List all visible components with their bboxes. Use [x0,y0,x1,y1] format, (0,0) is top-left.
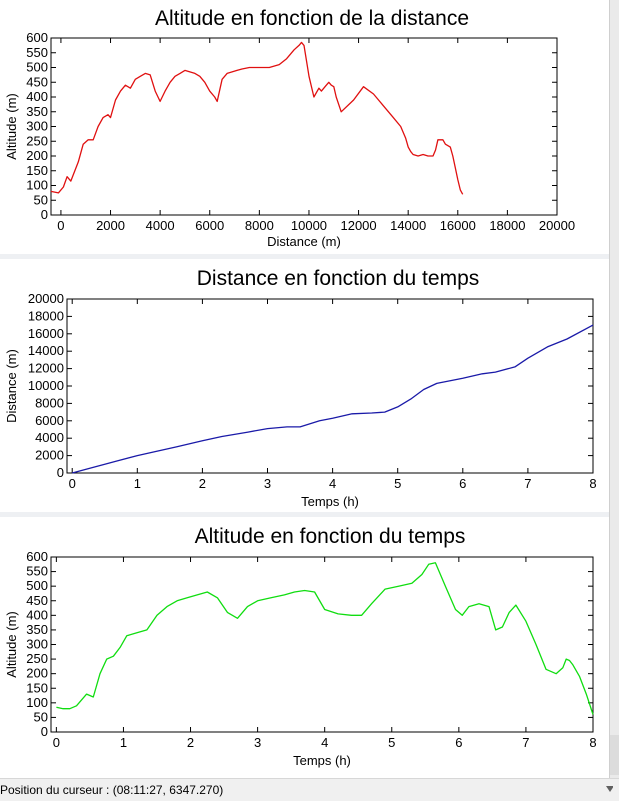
y-tick-label: 10000 [28,378,64,393]
y-tick-label: 12000 [28,361,64,376]
y-axis-label: Altitude (m) [4,93,19,159]
cursor-position-label: Position du curseur : [0,783,110,797]
x-tick-label: 10000 [291,218,327,233]
y-tick-label: 500 [26,578,48,593]
series-line [56,562,594,715]
y-tick-label: 0 [41,724,48,739]
y-tick-label: 250 [26,133,48,148]
chart-title: Altitude en fonction de la distance [155,7,469,30]
x-tick-label: 6000 [195,218,224,233]
y-tick-label: 14000 [28,343,64,358]
x-tick-label: 12000 [340,218,376,233]
scrollbar-thumb[interactable] [610,735,619,775]
plot-window: Altitude en fonction de la distance 0 2000… [0,0,609,778]
panel-separator [0,254,609,259]
y-tick-label: 18000 [28,308,64,323]
y-tick-label: 250 [26,651,48,666]
chevron-down-icon[interactable] [605,783,613,795]
y-tick-label: 400 [26,89,48,104]
x-tick-label: 1 [120,735,127,750]
y-tick-label: 300 [26,637,48,652]
x-tick-label: 4000 [146,218,175,233]
y-tick-label: 8000 [35,395,64,410]
y-tick-label: 100 [26,178,48,193]
y-tick-label: 550 [26,564,48,579]
y-tick-label: 450 [26,74,48,89]
y-tick-label: 600 [26,549,48,564]
panel-separator [0,512,609,517]
series-line [72,324,594,474]
cursor-position-value: (08:11:27, 6347.270) [112,783,224,797]
y-tick-label: 550 [26,45,48,60]
x-tick-label: 8 [589,476,596,491]
x-tick-label: 7 [522,735,529,750]
y-tick-label: 150 [26,163,48,178]
x-tick-label: 0 [57,218,64,233]
altitude-distance-panel: Altitude en fonction de la distance 0 2000… [0,0,609,254]
x-tick-label: 5 [394,476,401,491]
x-tick-label: 1 [134,476,141,491]
y-tick-label: 150 [26,680,48,695]
x-axis-label: Temps (h) [293,753,351,768]
y-tick-label: 100 [26,695,48,710]
x-tick-label: 2000 [96,218,125,233]
y-tick-label: 50 [34,192,48,207]
y-axis-label: Distance (m) [4,349,19,423]
x-tick-label: 8 [589,735,596,750]
y-tick-label: 200 [26,666,48,681]
y-tick-label: 6000 [35,413,64,428]
y-tick-label: 4000 [35,430,64,445]
x-tick-label: 6 [459,476,466,491]
y-tick-label: 0 [41,207,48,222]
x-tick-label: 7 [524,476,531,491]
x-tick-label: 3 [254,735,261,750]
plot-area[interactable] [66,298,594,474]
series-line [50,41,464,195]
x-tick-label: 18000 [489,218,525,233]
chart-title: Distance en fonction du temps [197,267,480,290]
plot-area[interactable] [50,556,594,733]
status-bar: Position du curseur : (08:11:27, 6347.27… [0,778,619,800]
y-tick-label: 450 [26,593,48,608]
vertical-scrollbar[interactable] [609,0,619,778]
y-tick-label: 300 [26,119,48,134]
x-tick-label: 20000 [539,218,575,233]
y-axis-label: Altitude (m) [4,611,19,677]
distance-time-panel: Distance en fonction du temps 0 1 2 3 4 5 6 7 8 0 2… [0,259,609,512]
x-tick-label: 6 [455,735,462,750]
y-tick-label: 400 [26,607,48,622]
x-tick-label: 0 [53,735,60,750]
y-tick-label: 200 [26,148,48,163]
y-tick-label: 50 [34,709,48,724]
y-tick-label: 2000 [35,448,64,463]
x-tick-label: 8000 [245,218,274,233]
x-tick-label: 2 [187,735,194,750]
chart-title: Altitude en fonction du temps [195,525,466,548]
x-tick-label: 3 [264,476,271,491]
x-tick-label: 4 [321,735,328,750]
altitude-time-panel: Altitude en fonction du temps 0 1 2 3 4 5 6 7 8 0 5… [0,517,609,778]
x-tick-label: 2 [199,476,206,491]
x-tick-label: 4 [329,476,336,491]
y-tick-label: 16000 [28,326,64,341]
plot-area[interactable] [50,37,558,216]
y-tick-label: 20000 [28,291,64,306]
y-tick-label: 0 [57,465,64,480]
x-tick-label: 14000 [390,218,426,233]
x-tick-label: 5 [388,735,395,750]
x-tick-label: 16000 [440,218,476,233]
y-tick-label: 350 [26,104,48,119]
y-tick-label: 600 [26,30,48,45]
y-tick-label: 350 [26,622,48,637]
x-axis-label: Distance (m) [267,234,341,249]
x-axis-label: Temps (h) [301,494,359,509]
y-tick-label: 500 [26,60,48,75]
x-tick-label: 0 [69,476,76,491]
